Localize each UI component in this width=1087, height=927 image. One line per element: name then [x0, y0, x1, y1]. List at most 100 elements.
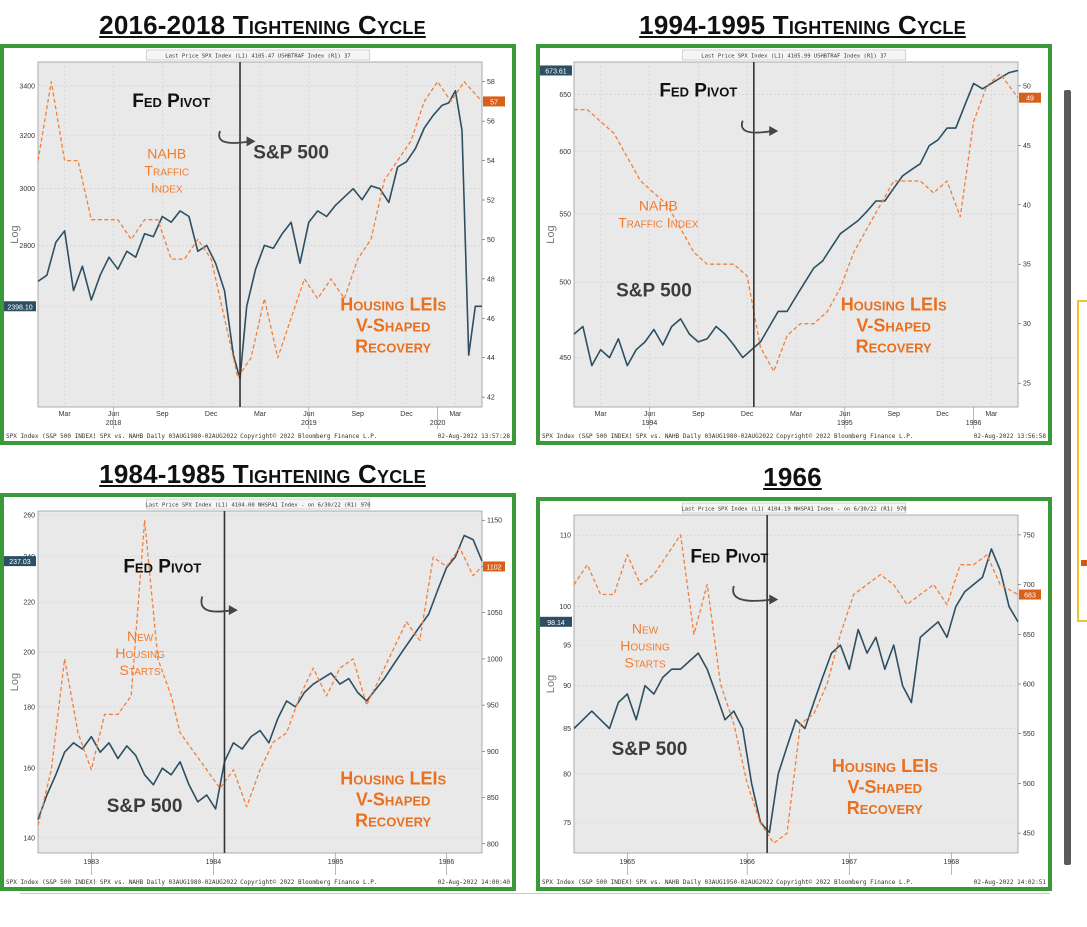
x-year-label: 1994	[642, 420, 658, 427]
left-tick-label: 260	[23, 512, 35, 519]
chart-1-frame: Last Price SPX Index (L1) 4105.47 USHBTR…	[0, 44, 516, 445]
fed-pivot-label: Fed Pivot	[132, 91, 210, 112]
left-tick-label: 80	[563, 771, 571, 778]
housing-recovery-label: V-Shaped	[356, 790, 431, 810]
right-tick-label: 1150	[487, 518, 502, 525]
left-value-badge-text: 2398.10	[7, 304, 32, 311]
left-value-badge	[4, 556, 36, 567]
pivot-arrow	[218, 130, 250, 144]
right-tick-label: 600	[1023, 682, 1035, 689]
y-axis-label: Log	[545, 225, 557, 243]
housing-index-label: Starts	[624, 654, 666, 670]
x-tick-label: Dec	[936, 411, 949, 418]
fed-pivot-label: Fed Pivot	[690, 546, 768, 567]
housing-series-line	[574, 73, 1019, 372]
chart-4-frame: Last Price SPX Index (L1) 4104.19 NHSPA1…	[536, 497, 1052, 891]
left-tick-label: 95	[563, 643, 571, 650]
legend-box	[681, 502, 907, 514]
right-tick-label: 54	[487, 158, 495, 165]
x-tick-label: Mar	[985, 411, 998, 418]
right-tick-label: 42	[487, 395, 495, 402]
x-year-label: 1996	[966, 420, 982, 427]
right-tick-label: 45	[1023, 143, 1031, 150]
right-tick-label: 950	[487, 703, 499, 710]
footer-copyright: Copyright© 2022 Bloomberg Finance L.P.	[240, 433, 377, 440]
x-tick-label: Dec	[205, 411, 218, 418]
fed-pivot-label: Fed Pivot	[123, 557, 201, 578]
x-year-label: 1984	[206, 859, 222, 866]
y-axis-label: Log	[9, 225, 21, 243]
right-tick-label: 25	[1023, 381, 1031, 388]
left-tick-label: 200	[23, 649, 35, 656]
right-tick-label: 56	[487, 119, 495, 126]
x-year-label: 1965	[619, 859, 635, 866]
left-tick-label: 3400	[19, 83, 35, 90]
x-year-label: 1967	[841, 859, 857, 866]
housing-recovery-label: Housing LEIs	[340, 294, 446, 314]
right-tick-label: 800	[487, 841, 499, 848]
x-year-label: 1983	[83, 859, 99, 866]
right-tick-label: 850	[487, 795, 499, 802]
housing-index-label: Starts	[120, 662, 162, 678]
x-tick-label: Dec	[741, 411, 754, 418]
right-tick-label: 550	[1023, 731, 1035, 738]
spx-label: S&P 500	[107, 796, 183, 817]
housing-index-label: Housing	[620, 637, 670, 653]
spx-series-line	[573, 548, 1019, 834]
y-axis-label: Log	[545, 675, 557, 693]
housing-recovery-label: Housing LEIs	[832, 756, 938, 776]
right-value-badge-text: 1102	[486, 564, 501, 571]
left-tick-label: 75	[563, 820, 571, 827]
legend-text: Last Price SPX Index (L1) 4104.19 NHSPA1…	[681, 507, 906, 513]
right-tick-label: 750	[1023, 532, 1035, 539]
x-year-label: 2020	[430, 420, 446, 427]
housing-series-line	[573, 534, 1019, 844]
housing-recovery-label: Housing LEIs	[340, 769, 446, 789]
spx-series-line	[37, 89, 482, 380]
right-tick-label: 35	[1023, 262, 1031, 269]
footer-left: SPX Index (S&P 500 INDEX) SPX vs. NAHB D…	[6, 879, 238, 886]
right-value-badge-text: 683	[1024, 593, 1036, 600]
housing-index-label: Traffic Index	[618, 214, 699, 230]
right-value-badge	[483, 561, 505, 572]
right-tick-label: 1050	[487, 610, 503, 617]
y-axis-label: Log	[9, 673, 21, 691]
right-value-badge-text: 49	[1026, 96, 1034, 103]
chart-3-svg: Last Price SPX Index (L1) 4104.00 NHSPA1…	[4, 497, 512, 887]
chart-2-svg: Last Price SPX Index (L1) 4105.99 USHBTR…	[540, 48, 1048, 441]
left-tick-label: 550	[559, 211, 571, 218]
left-tick-label: 3000	[19, 186, 35, 193]
legend-box	[145, 49, 371, 61]
right-tick-label: 500	[1023, 781, 1035, 788]
legend-text: Last Price SPX Index (L1) 4105.47 USHBTR…	[165, 54, 350, 60]
spx-series-line	[37, 534, 483, 820]
chart-3-frame: Last Price SPX Index (L1) 4104.00 NHSPA1…	[0, 493, 516, 891]
footer-left: SPX Index (S&P 500 INDEX) SPX vs. NAHB D…	[542, 433, 774, 440]
spx-label: S&P 500	[616, 281, 692, 302]
footer-copyright: Copyright© 2022 Bloomberg Finance L.P.	[240, 879, 377, 886]
housing-index-label: NAHB	[147, 146, 186, 162]
right-tick-label: 44	[487, 355, 495, 362]
pivot-arrow	[200, 596, 232, 613]
plot-area	[573, 514, 1019, 854]
plot-area	[37, 510, 483, 854]
x-tick-label: Dec	[400, 411, 413, 418]
housing-recovery-label: V-Shaped	[848, 777, 923, 797]
x-tick-label: Mar	[59, 411, 72, 418]
x-year-label: 1985	[328, 859, 344, 866]
bottom-divider	[20, 893, 1050, 894]
footer-copyright: Copyright© 2022 Bloomberg Finance L.P.	[776, 433, 913, 440]
left-value-badge	[540, 616, 572, 627]
left-tick-label: 160	[23, 766, 35, 773]
pivot-arrow-head	[228, 605, 238, 616]
x-tick-label: Mar	[595, 411, 608, 418]
footer-left: SPX Index (S&P 500 INDEX) SPX vs. NAHB D…	[542, 879, 774, 886]
chart-3-title: 1984-1985 Tightening Cycle	[99, 459, 426, 489]
pivot-arrow	[740, 120, 773, 134]
chart-4-svg: Last Price SPX Index (L1) 4104.19 NHSPA1…	[540, 501, 1048, 887]
left-tick-label: 600	[559, 149, 571, 156]
housing-series-line	[37, 519, 483, 826]
chart-2-title: 1994-1995 Tightening Cycle	[639, 10, 966, 40]
x-tick-label: Sep	[156, 411, 169, 418]
page-edge-bar	[1064, 90, 1071, 865]
